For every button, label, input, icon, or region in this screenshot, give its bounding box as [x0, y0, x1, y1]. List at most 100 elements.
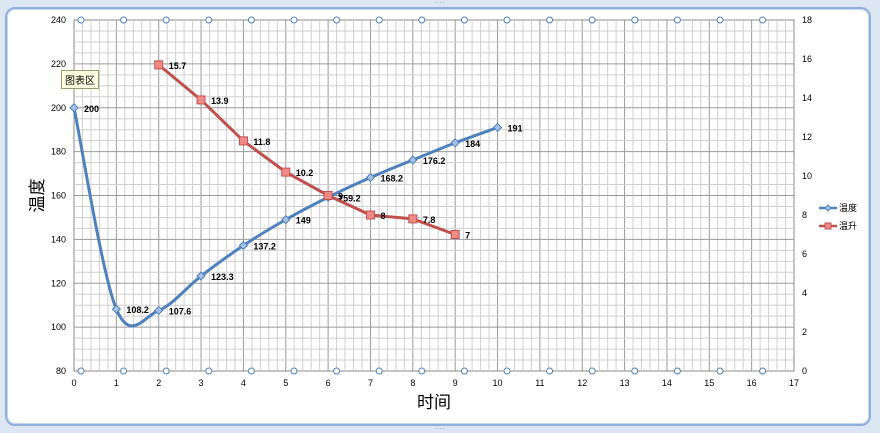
- x-tick-label: 7: [368, 378, 373, 388]
- x-tick-label: 3: [199, 378, 204, 388]
- data-label: 159.2: [338, 193, 361, 203]
- x-tick-label: 14: [662, 378, 672, 388]
- data-label: 9: [338, 192, 343, 202]
- data-label: 184: [465, 139, 480, 149]
- bottom-axis-marker: [77, 367, 85, 375]
- y-tick-label: 80: [56, 366, 66, 376]
- x-tick-label: 8: [410, 378, 415, 388]
- y-tick-label: 100: [51, 322, 66, 332]
- bottom-axis-marker: [290, 367, 298, 375]
- data-label: 13.9: [211, 96, 229, 106]
- data-label: 8: [380, 211, 385, 221]
- y2-tick-label: 8: [802, 210, 807, 220]
- data-label: 137.2: [253, 242, 276, 252]
- x-tick-label: 2: [156, 378, 161, 388]
- top-axis-marker: [333, 16, 341, 24]
- bottom-axis-marker: [673, 367, 681, 375]
- x-tick-label: 4: [241, 378, 246, 388]
- data-label: 7.8: [423, 215, 436, 225]
- top-axis-marker: [120, 16, 128, 24]
- bottom-axis-marker: [631, 367, 639, 375]
- data-label: 107.6: [169, 306, 192, 316]
- y2-tick-label: 14: [802, 93, 812, 103]
- top-axis-marker: [588, 16, 596, 24]
- data-point: [238, 240, 249, 251]
- y2-tick-label: 12: [802, 132, 812, 142]
- top-axis-marker: [247, 16, 255, 24]
- data-point: [450, 230, 460, 239]
- top-axis-marker: [673, 16, 681, 24]
- top-axis-marker: [375, 16, 383, 24]
- top-axis-marker: [716, 16, 724, 24]
- top-axis-marker: [546, 16, 554, 24]
- bottom-axis-marker: [418, 367, 426, 375]
- y-tick-label: 160: [51, 191, 66, 201]
- bottom-axis-marker: [759, 367, 767, 375]
- bottom-resize-handle[interactable]: ····: [434, 426, 446, 433]
- data-point: [111, 304, 122, 314]
- y-tick-label: 120: [51, 278, 66, 288]
- bottom-axis-marker: [375, 367, 383, 375]
- x-tick-label: 11: [535, 378, 544, 388]
- data-point: [450, 138, 460, 148]
- data-label: 149: [296, 216, 311, 226]
- data-point: [154, 60, 164, 70]
- y-tick-label: 240: [51, 15, 66, 25]
- top-axis-marker: [460, 16, 468, 24]
- bottom-axis-marker: [546, 367, 554, 375]
- y-tick-label: 200: [51, 103, 66, 113]
- y2-tick-label: 0: [802, 366, 807, 376]
- bottom-axis-marker: [247, 367, 255, 375]
- data-label: 10.2: [296, 168, 314, 178]
- data-point: [281, 214, 291, 225]
- top-resize-handle[interactable]: ····: [434, 0, 446, 7]
- top-axis-marker: [759, 16, 767, 24]
- data-label: 11.8: [253, 137, 270, 147]
- bottom-axis-marker: [162, 367, 170, 375]
- x-tick-label: 6: [326, 378, 331, 388]
- data-point: [365, 210, 375, 220]
- bottom-axis-marker: [120, 367, 128, 375]
- bottom-axis-marker: [716, 367, 724, 375]
- bottom-axis-marker: [205, 367, 213, 375]
- data-point: [153, 305, 164, 316]
- top-axis-marker: [205, 16, 213, 24]
- y-axis-title: 温度: [28, 179, 48, 213]
- bottom-axis-marker: [503, 367, 511, 375]
- y-tick-label: 220: [51, 59, 66, 69]
- x-tick-label: 9: [453, 378, 458, 388]
- top-axis-marker: [418, 16, 426, 24]
- data-point: [323, 191, 333, 200]
- x-tick-label: 1: [114, 378, 119, 388]
- top-axis-marker: [631, 16, 639, 24]
- y2-tick-label: 6: [802, 249, 807, 259]
- bottom-axis-marker: [588, 367, 596, 375]
- data-label: 15.7: [169, 61, 187, 71]
- x-tick-label: 12: [577, 378, 587, 388]
- y2-tick-label: 16: [802, 54, 812, 64]
- top-axis-marker: [77, 16, 85, 24]
- y2-tick-label: 4: [802, 288, 807, 298]
- y2-tick-label: 10: [802, 171, 812, 181]
- bottom-axis-marker: [333, 367, 341, 375]
- data-point: [196, 271, 206, 281]
- chart-area-tooltip: 图表区: [61, 70, 99, 89]
- data-label: 7: [465, 231, 470, 241]
- x-tick-label: 10: [493, 378, 503, 388]
- top-axis-marker: [503, 16, 511, 24]
- x-axis-title: 时间: [417, 393, 451, 413]
- data-label: 176.2: [423, 156, 446, 166]
- y-tick-label: 140: [51, 234, 66, 244]
- data-label: 191: [508, 123, 523, 133]
- bottom-axis-marker: [460, 367, 468, 375]
- data-point: [69, 103, 79, 113]
- data-point: [492, 122, 503, 133]
- data-point: [281, 167, 291, 177]
- top-axis-marker: [162, 16, 170, 24]
- legend-marker: [824, 222, 832, 230]
- x-tick-label: 15: [704, 378, 714, 388]
- x-tick-label: 5: [283, 378, 288, 388]
- data-point: [408, 155, 418, 165]
- data-point: [238, 136, 248, 146]
